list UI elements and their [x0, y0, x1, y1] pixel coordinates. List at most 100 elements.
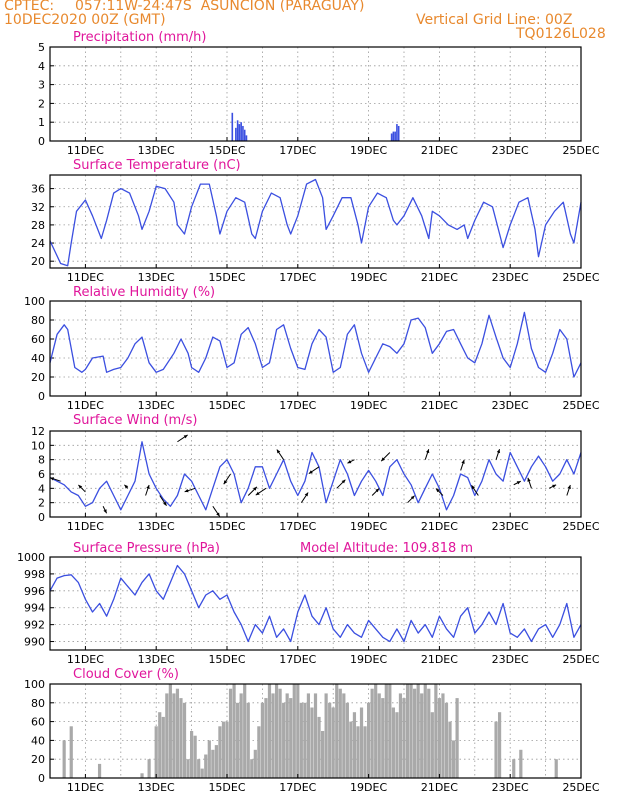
- panel-frame: [49, 556, 582, 651]
- bar: [416, 684, 420, 778]
- bar: [165, 693, 169, 778]
- panel-frame: [49, 46, 582, 142]
- x-tick-label: 21DEC: [421, 399, 458, 412]
- y-tick-label: 10: [31, 439, 45, 452]
- bar: [172, 693, 176, 778]
- wind-arrowhead: [567, 485, 571, 489]
- header-code: TQ0126L028: [516, 26, 606, 42]
- bar: [434, 684, 438, 778]
- wind-arrowhead: [410, 495, 415, 500]
- panel-title: Surface Temperature (nC): [73, 158, 241, 173]
- bar: [257, 726, 261, 778]
- bar: [175, 688, 180, 778]
- y-tick-label: 40: [31, 352, 45, 365]
- bar: [282, 702, 286, 778]
- bar: [352, 712, 357, 778]
- x-tick-label: 25DEC: [562, 144, 599, 157]
- wind-arrowhead: [223, 480, 228, 485]
- bar: [207, 740, 211, 778]
- x-tick-label: 25DEC: [562, 781, 599, 794]
- bar: [413, 688, 417, 778]
- wind-arrowhead: [435, 488, 440, 493]
- bar: [246, 702, 250, 778]
- x-tick-label: 15DEC: [208, 271, 245, 284]
- y-tick-label: 998: [24, 568, 45, 581]
- x-tick-label: 13DEC: [138, 399, 175, 412]
- bar: [420, 693, 424, 778]
- bar: [182, 702, 187, 778]
- bar: [519, 749, 523, 778]
- x-tick-label: 11DEC: [67, 520, 104, 533]
- y-tick-label: 994: [24, 602, 45, 615]
- y-tick-label: 0: [38, 772, 45, 785]
- x-tick-label: 13DEC: [138, 520, 175, 533]
- wind-arrowhead: [184, 489, 189, 493]
- bar: [374, 684, 378, 778]
- bar: [278, 688, 282, 778]
- bar: [494, 721, 498, 778]
- x-tick-label: 19DEC: [350, 399, 387, 412]
- x-tick-label: 17DEC: [279, 781, 316, 794]
- bar: [245, 135, 248, 141]
- x-tick-label: 11DEC: [67, 653, 104, 666]
- bar: [235, 127, 237, 141]
- x-tick-label: 15DEC: [208, 781, 245, 794]
- y-tick-label: 2: [38, 497, 45, 510]
- bar: [306, 693, 311, 778]
- y-tick-label: 20: [31, 753, 45, 766]
- bar: [423, 684, 427, 778]
- bar: [240, 122, 242, 141]
- y-tick-label: 80: [31, 697, 45, 710]
- y-tick-label: 80: [31, 314, 45, 327]
- x-tick-label: 23DEC: [492, 653, 529, 666]
- y-tick-label: 12: [31, 425, 45, 438]
- bar: [168, 684, 172, 778]
- y-tick-label: 24: [31, 237, 45, 250]
- panel-frame: [49, 683, 582, 779]
- y-tick-label: 0: [38, 135, 45, 148]
- bar: [388, 684, 392, 778]
- panel-title: Relative Humidity (%): [73, 285, 215, 300]
- series-line: [49, 311, 582, 378]
- bar: [331, 707, 335, 778]
- wind-arrowhead: [216, 512, 220, 517]
- wind-arrowhead: [496, 449, 501, 454]
- y-tick-label: 1000: [17, 551, 45, 564]
- bar: [448, 721, 452, 778]
- bar: [384, 684, 388, 778]
- bar: [377, 693, 381, 778]
- header-source: CPTEC:: [4, 0, 55, 14]
- wind-arrowhead: [255, 491, 260, 496]
- bar: [197, 759, 201, 778]
- bar: [444, 702, 449, 778]
- x-tick-label: 23DEC: [492, 399, 529, 412]
- x-tick-label: 13DEC: [138, 144, 175, 157]
- bar: [231, 112, 234, 141]
- x-tick-label: 17DEC: [279, 271, 316, 284]
- bar: [397, 125, 400, 141]
- wind-arrowhead: [375, 488, 380, 493]
- bar: [430, 712, 434, 778]
- x-tick-label: 13DEC: [138, 271, 175, 284]
- wind-arrowhead: [341, 479, 346, 484]
- bar: [285, 693, 289, 778]
- wind-arrowhead: [276, 449, 281, 454]
- bar: [218, 726, 222, 778]
- wind-arrowhead: [308, 470, 313, 474]
- x-tick-label: 19DEC: [350, 144, 387, 157]
- wind-arrowhead: [471, 485, 475, 490]
- x-tick-label: 25DEC: [562, 271, 599, 284]
- series-line: [49, 441, 582, 511]
- bar: [402, 698, 406, 778]
- header-grid-note: Vertical Grid Line: 00Z: [416, 12, 573, 28]
- y-tick-label: 32: [31, 201, 45, 214]
- y-tick-label: 40: [31, 734, 45, 747]
- bar: [317, 716, 321, 778]
- bar: [455, 698, 459, 778]
- panel-annotation: Model Altitude: 109.818 m: [300, 541, 473, 556]
- bar: [243, 129, 246, 141]
- bar: [186, 759, 190, 778]
- x-tick-label: 19DEC: [350, 781, 387, 794]
- x-tick-label: 21DEC: [421, 781, 458, 794]
- bar: [264, 698, 268, 778]
